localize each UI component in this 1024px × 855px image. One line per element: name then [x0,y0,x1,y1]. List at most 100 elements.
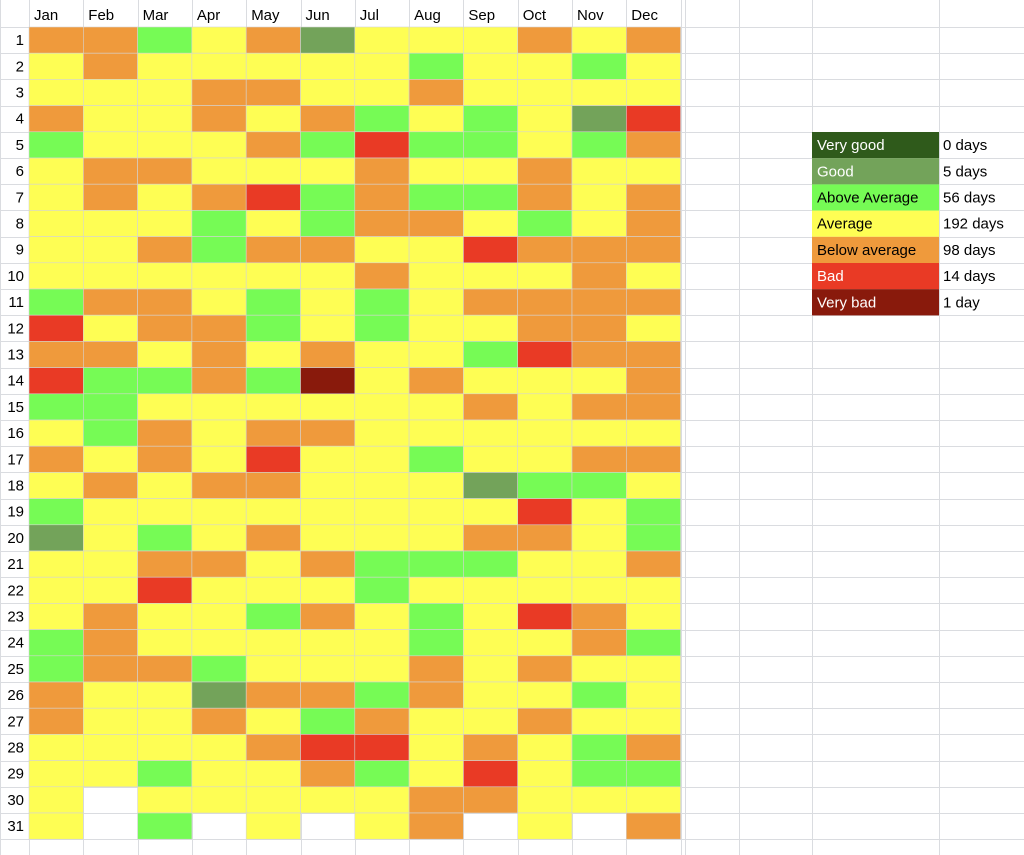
cell-sep-6 [463,157,518,185]
legend-swatch-good [812,158,939,185]
cell-oct-28 [517,734,573,761]
cell-oct-7 [517,183,573,211]
cell-apr-15 [191,393,247,421]
cell-apr-29 [191,760,247,788]
cell-nov-2 [571,52,627,80]
column-header-feb: Feb [88,7,114,24]
column-header-oct: Oct [523,7,547,24]
cell-mar-5 [137,131,193,159]
cell-jul-10 [354,262,410,290]
legend-swatch-bad [812,263,939,290]
cell-jun-23 [300,603,356,630]
cell-aug-8 [408,210,464,237]
cell-sep-29 [463,760,518,788]
cell-jan-3 [28,79,84,106]
cell-jul-25 [354,655,410,683]
cell-jan-12 [28,314,84,342]
cell-jul-8 [354,210,410,237]
cell-jul-29 [354,760,410,788]
cell-oct-18 [517,472,573,499]
cell-apr-8 [191,210,247,237]
cell-feb-15 [83,393,138,421]
cell-sep-11 [463,288,518,316]
cell-oct-23 [517,603,573,630]
cell-sep-15 [463,393,518,421]
cell-aug-31 [408,812,464,840]
cell-sep-1 [463,26,518,54]
cell-may-5 [245,131,301,159]
cell-sep-14 [463,367,518,395]
row-header-24: 24 [7,635,24,652]
cell-apr-26 [191,681,247,709]
cell-mar-29 [137,760,193,788]
cell-jul-3 [354,79,410,106]
cell-mar-14 [137,367,193,395]
cell-apr-21 [191,550,247,578]
cell-dec-14 [625,367,681,395]
cell-feb-8 [83,210,138,237]
legend-label-very-good: Very good [817,137,885,154]
cell-jan-4 [28,105,84,133]
cell-oct-5 [517,131,573,159]
cell-jan-18 [28,472,84,499]
cell-aug-11 [408,288,464,316]
cell-nov-20 [571,524,627,552]
row-header-2: 2 [16,58,24,75]
cell-nov-1 [571,26,627,54]
cell-nov-24 [571,629,627,657]
cell-oct-2 [517,52,573,80]
cell-apr-17 [191,445,247,473]
cell-mar-1 [137,26,193,54]
cell-nov-23 [571,603,627,630]
cell-dec-1 [625,26,681,54]
cell-aug-26 [408,681,464,709]
row-header-14: 14 [7,373,24,390]
cell-jun-22 [300,576,356,604]
cell-sep-10 [463,262,518,290]
cell-jan-26 [28,681,84,709]
cell-aug-16 [408,419,464,447]
cell-apr-14 [191,367,247,395]
cell-apr-7 [191,183,247,211]
cell-jun-21 [300,550,356,578]
cell-mar-3 [137,79,193,106]
cell-dec-12 [625,314,681,342]
cell-aug-4 [408,105,464,133]
cell-jul-18 [354,472,410,499]
legend-swatch-very-bad [812,289,939,316]
legend-value-above-average: 56 days [943,190,996,207]
cell-oct-12 [517,314,573,342]
legend-swatch-below-average [812,236,939,263]
row-header-29: 29 [7,766,24,783]
cell-dec-29 [625,760,681,788]
legend-value-average: 192 days [943,216,1004,233]
cell-feb-21 [83,550,138,578]
cell-may-26 [245,681,301,709]
cell-mar-24 [137,629,193,657]
cell-jun-7 [300,183,356,211]
cell-jul-26 [354,681,410,709]
row-header-25: 25 [7,661,24,678]
cell-mar-10 [137,262,193,290]
legend: Very good 0 days Good 5 days Above Average 56… [812,132,1004,316]
cell-oct-15 [517,393,573,421]
cell-oct-3 [517,79,573,106]
cell-jul-27 [354,707,410,735]
cell-jul-19 [354,498,410,526]
heatmap-cells [28,26,681,840]
cell-jun-12 [300,314,356,342]
cell-feb-12 [83,314,138,342]
cell-jan-13 [28,341,84,368]
cell-may-24 [245,629,301,657]
cell-sep-28 [463,734,518,761]
cell-mar-16 [137,419,193,447]
cell-may-6 [245,157,301,185]
row-header-26: 26 [7,687,24,704]
cell-jun-14 [300,367,356,395]
cell-aug-14 [408,367,464,395]
cell-may-30 [245,786,301,814]
cell-jun-15 [300,393,356,421]
cell-mar-6 [137,157,193,185]
cell-oct-27 [517,707,573,735]
row-header-12: 12 [7,320,24,337]
